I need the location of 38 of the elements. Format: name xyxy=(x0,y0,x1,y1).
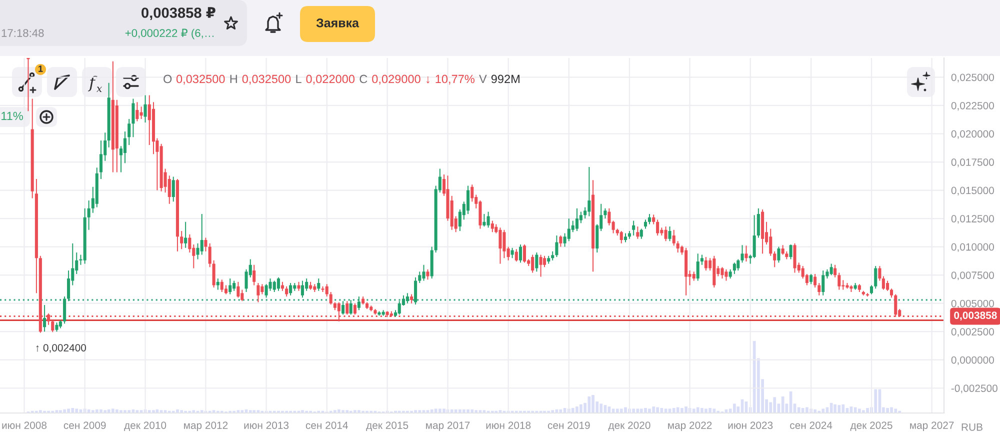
y-tick-label: 0,007500 xyxy=(951,272,994,280)
y-tick-label: 0,012500 xyxy=(951,215,994,224)
ref-line-label: 0,003858 xyxy=(954,312,997,321)
text: 0,003858 ₽ xyxy=(142,7,216,20)
x-tick-label: июн 2008 xyxy=(2,422,47,429)
x-tick-label: дек 2020 xyxy=(608,422,650,431)
x-tick-label: дек 2015 xyxy=(366,422,408,431)
x-tick-label: дек 2010 xyxy=(124,422,166,431)
y-tick-label: 0,010000 xyxy=(951,243,994,252)
x-tick-label: мар 2022 xyxy=(668,422,712,432)
x-tick-label: сен 2019 xyxy=(548,422,590,429)
y-tick-label: 0,005000 xyxy=(951,300,994,308)
text: +0,000222 ₽ (6,… xyxy=(125,28,214,40)
y-tick-label: 0,002500 xyxy=(951,328,994,337)
x-tick-label: июн 2023 xyxy=(728,422,773,429)
y-tick-label: 0,022500 xyxy=(951,102,994,111)
x-tick-label: июн 2013 xyxy=(244,422,289,429)
x-tick-label: сен 2009 xyxy=(64,422,106,429)
annotation: ↑ 0,002400 xyxy=(36,344,86,353)
text: 17:18:48 xyxy=(2,29,44,37)
x-tick-label: июн 2018 xyxy=(486,422,531,429)
y-tick-label: 0,015000 xyxy=(951,186,994,196)
text: RUB xyxy=(962,424,982,431)
y-tick-label: 0,020000 xyxy=(951,130,994,139)
y-tick-label: -0,002500 xyxy=(951,384,998,394)
y-tick-label: 0,000000 xyxy=(951,356,994,365)
text: O 0,032500 H 0,032500 L 0,022000 C 0,029000 ↓ 10,77% V 992M xyxy=(164,74,520,85)
x-tick-label: сен 2014 xyxy=(306,422,348,429)
x-tick-label: мар 2012 xyxy=(184,422,228,432)
y-tick-label: 0,025000 xyxy=(951,74,994,82)
text: Заявка xyxy=(316,18,360,28)
annotation: 11% xyxy=(2,112,23,120)
x-tick-label: мар 2017 xyxy=(426,422,470,432)
x-tick-label: мар 2027 xyxy=(910,422,954,432)
y-tick-label: 0,017500 xyxy=(951,158,994,168)
annotation: 1 xyxy=(38,66,43,72)
x-tick-label: дек 2025 xyxy=(850,422,892,431)
x-tick-label: сен 2024 xyxy=(790,422,832,429)
